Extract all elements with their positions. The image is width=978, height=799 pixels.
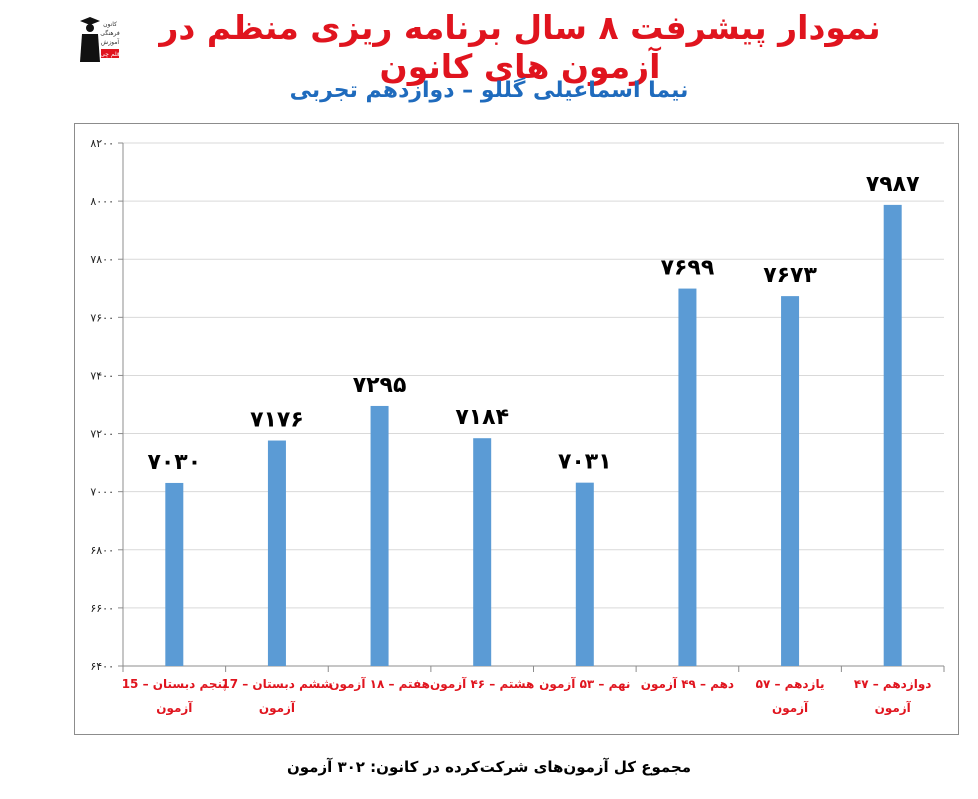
data-label: ۷۰۳۱ [558,450,612,475]
y-tick-label: ۷۶۰۰ [90,311,114,324]
y-tick-label: ۷۲۰۰ [90,428,114,441]
bar [575,482,594,666]
bar [883,204,902,666]
x-category-label: پنجم دبستان – 15 [122,677,227,691]
y-tick-label: ۷۰۰۰ [90,486,114,499]
chart-subtitle: نیما اسماعیلی گللو – دوازدهم تجربی [289,78,689,103]
x-category-label: دهم – ۴۹ آزمون [641,676,734,692]
x-category-label: ششم دبستان – 17 [221,677,332,691]
chart-area: ۶۴۰۰ ۶۶۰۰ ۶۸۰۰ ۷۰۰۰ ۷۲۰۰ ۷۴۰۰ ۷۶۰۰ ۷۸۰۰ ۸۰۰۰ ۸۲۰۰… [74,123,959,735]
y-tick-label: ۷۸۰۰ [90,253,114,266]
x-category-label: یازدهم – ۵۷ [756,677,825,691]
logo-text-line: کانون [103,21,117,28]
bar [781,296,800,666]
data-label: ۷۰۳۰ [147,450,201,475]
logo-text-line: فرهنگی [100,29,120,37]
y-tick-label: ۶۸۰۰ [90,544,114,557]
y-tick-label: ۸۰۰۰ [90,195,114,208]
graduate-logo-icon: کانون فرهنگی آموزش قلم چی [74,12,120,68]
data-label: ۷۱۷۶ [250,408,304,433]
y-tick-label: ۶۶۰۰ [90,602,114,615]
footer-total: مجموع کل آزمون‌های شرکت‌کرده در کانون: ۳… [286,758,692,776]
x-category-label: آزمون [772,700,809,716]
bar [267,440,286,666]
data-label: ۷۶۷۳ [763,263,817,288]
bar [473,438,492,666]
x-category-label: آزمون [259,700,296,716]
x-category-label: آزمون [156,700,193,716]
bar [370,405,389,666]
bar-chart: ۶۴۰۰ ۶۶۰۰ ۶۸۰۰ ۷۰۰۰ ۷۲۰۰ ۷۴۰۰ ۷۶۰۰ ۷۸۰۰ ۸۰۰۰ ۸۲۰۰… [90,137,945,716]
data-label: ۷۹۸۷ [866,172,920,197]
x-category-label: نهم – ۵۳ آزمون [539,676,630,692]
y-tick-label: ۷۴۰۰ [90,369,114,382]
bar [165,482,184,666]
x-category-label: دوازدهم – ۴۷ [854,677,932,692]
chart-title: نمودار پیشرفت ۸ سال برنامه ریزی منظم در … [159,8,881,86]
x-category-label: آزمون [875,700,912,716]
data-label: ۷۶۹۹ [661,256,715,281]
y-tick-label: ۶۴۰۰ [90,660,114,673]
logo-text-line: آموزش [101,37,120,46]
x-category-label: هشتم – ۴۶ آزمون [430,676,534,692]
x-category-label: هفتم – ۱۸ آزمون [329,676,430,692]
bar [678,288,697,666]
logo-text-line: قلم چی [100,51,120,58]
data-label: ۷۱۸۴ [455,405,509,430]
y-tick-label: ۸۲۰۰ [90,137,114,150]
data-label: ۷۲۹۵ [353,373,407,398]
